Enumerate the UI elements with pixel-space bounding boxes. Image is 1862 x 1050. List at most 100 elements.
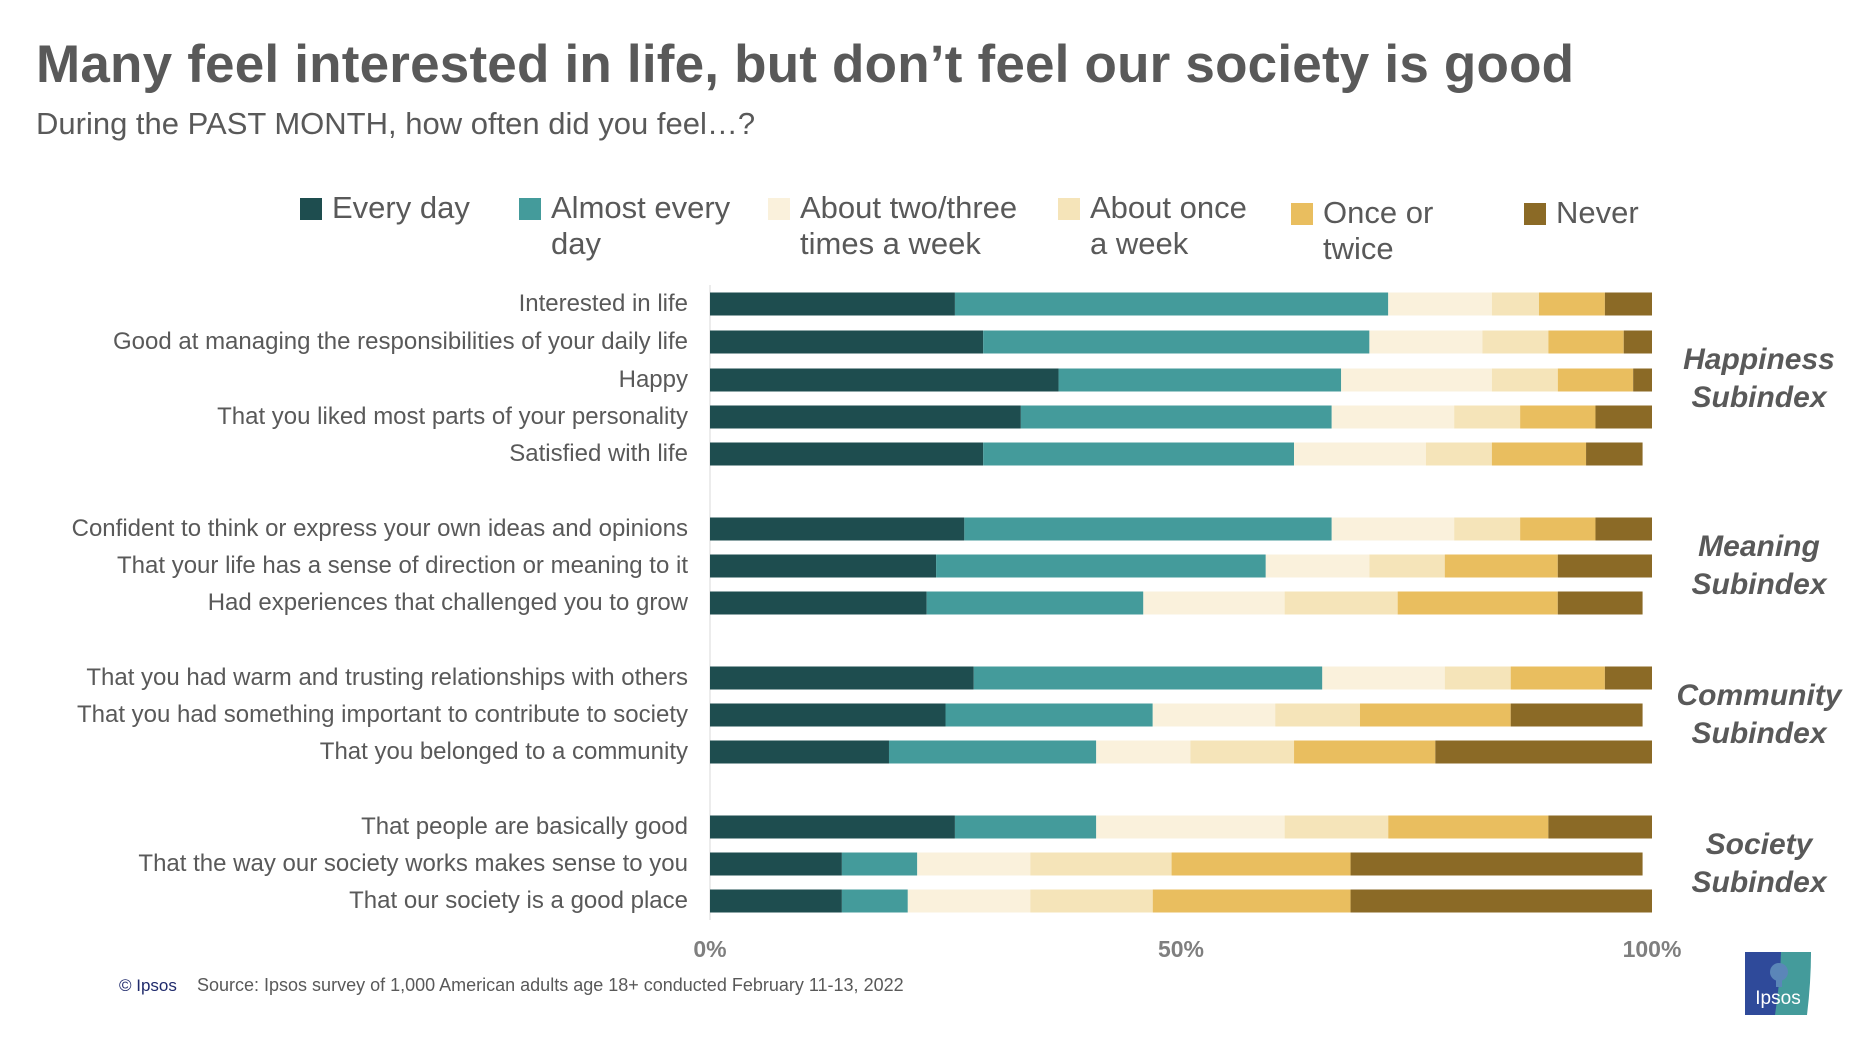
bar-segment xyxy=(1341,368,1492,392)
legend-item: About once a week xyxy=(1058,190,1247,262)
x-tick-label: 100% xyxy=(1622,936,1682,962)
bar-segment xyxy=(945,703,1153,727)
bar-segment xyxy=(1331,405,1455,429)
bar-segment xyxy=(710,703,946,727)
bar-segment xyxy=(710,517,965,541)
bar-segment xyxy=(1388,292,1492,316)
category-label: That the way our society works makes sen… xyxy=(138,850,688,877)
bar-segment xyxy=(983,442,1295,466)
category-label: Good at managing the responsibilities of… xyxy=(113,328,688,355)
legend-label: Every day xyxy=(332,190,470,225)
bar-segment xyxy=(1557,554,1652,578)
bar-segment xyxy=(926,591,1144,615)
legend-label: Almost every xyxy=(551,190,731,225)
bar-segment xyxy=(1030,889,1153,913)
svg-text:Ipsos: Ipsos xyxy=(1755,988,1800,1009)
category-label: Confident to think or express your own i… xyxy=(71,515,688,542)
bar-segment xyxy=(1152,703,1276,727)
bar-segment xyxy=(1491,368,1558,392)
copyright: © Ipsos xyxy=(119,976,177,995)
bar-segment xyxy=(1557,368,1634,392)
bar-segment xyxy=(954,815,1097,839)
legend-label: a week xyxy=(1090,226,1189,261)
bar-segment xyxy=(1425,442,1492,466)
category-label: That your life has a sense of direction … xyxy=(117,552,688,579)
category-label: Interested in life xyxy=(518,290,688,317)
bar-segment xyxy=(1322,666,1445,690)
legend-label: times a week xyxy=(800,226,981,261)
bar-segment xyxy=(1482,330,1549,354)
bar-segment xyxy=(1604,292,1652,316)
legend-item: Once or twice xyxy=(1291,195,1434,267)
bar-segment xyxy=(710,442,984,466)
subindex-label: Society Subindex xyxy=(1659,826,1859,902)
legend-label: day xyxy=(551,226,601,261)
bar-segment xyxy=(973,666,1323,690)
bar-segment xyxy=(1510,703,1643,727)
category-label: That you had warm and trusting relations… xyxy=(86,664,688,691)
subindex-label: Community Subindex xyxy=(1659,677,1859,753)
bar-segment xyxy=(936,554,1266,578)
bar-segment xyxy=(1557,591,1643,615)
bar-segment xyxy=(1595,405,1652,429)
subindex-label-line: Community xyxy=(1676,679,1842,712)
bar-segment xyxy=(1275,703,1360,727)
subindex-label-line: Happiness xyxy=(1683,343,1835,376)
bar-segment xyxy=(1548,330,1624,354)
legend-label: Once or xyxy=(1323,195,1434,230)
bar-segment xyxy=(1491,442,1587,466)
bar-segment xyxy=(1435,740,1652,764)
bar-segment xyxy=(710,292,955,316)
bar-segment xyxy=(1595,517,1652,541)
bar-segment xyxy=(1538,292,1605,316)
bar-segment xyxy=(907,889,1031,913)
subindex-label-line: Society xyxy=(1705,828,1813,861)
legend-swatch xyxy=(1291,203,1313,225)
category-label: That you had something important to cont… xyxy=(76,701,688,728)
bar-segment xyxy=(1294,740,1436,764)
bar-segment xyxy=(954,292,1389,316)
category-label: Had experiences that challenged you to g… xyxy=(207,589,688,616)
bar-segment xyxy=(710,815,955,839)
legend-label: About once xyxy=(1090,190,1247,225)
legend-swatch xyxy=(519,198,541,220)
bar-segment xyxy=(1096,815,1285,839)
bar-segment xyxy=(1020,405,1332,429)
subindex-label-line: Subindex xyxy=(1691,717,1827,750)
category-label: That you belonged to a community xyxy=(319,738,688,765)
bar-segment xyxy=(1152,889,1351,913)
bar-segment xyxy=(1350,852,1643,876)
legend-item: About two/three times a week xyxy=(768,190,1018,262)
bar-segment xyxy=(710,554,937,578)
category-label: Satisfied with life xyxy=(509,440,688,467)
chart-subtitle: During the PAST MONTH, how often did you… xyxy=(36,106,756,141)
bar-segment xyxy=(1586,442,1643,466)
bar-segment xyxy=(1190,740,1295,764)
bar-segment xyxy=(1510,666,1605,690)
bar-segment xyxy=(1454,517,1521,541)
bar-segment xyxy=(1350,889,1652,913)
subindex-label: Happiness Subindex xyxy=(1659,341,1859,417)
bar-segment xyxy=(917,852,1031,876)
bar-segment xyxy=(1143,591,1285,615)
category-label: Happy xyxy=(618,366,688,393)
bar-segment xyxy=(888,740,1097,764)
legend-label: About two/three xyxy=(800,190,1018,225)
bar-segment xyxy=(1454,405,1521,429)
bar-segment xyxy=(1369,554,1445,578)
bar-segment xyxy=(1633,368,1652,392)
category-label: That you liked most parts of your person… xyxy=(217,403,688,430)
legend-item: Almost every day xyxy=(519,190,731,262)
bar-segment xyxy=(1359,703,1511,727)
subindex-label-line: Meaning xyxy=(1698,530,1820,563)
x-tick-label: 50% xyxy=(1157,936,1205,962)
bar-segment xyxy=(710,740,889,764)
x-tick-label: 0% xyxy=(693,936,727,962)
bar-segment xyxy=(1444,666,1511,690)
legend-label: twice xyxy=(1323,231,1394,266)
bar-segment xyxy=(1369,330,1483,354)
legend-swatch xyxy=(1058,198,1080,220)
bar-segment xyxy=(710,852,842,876)
bar-segment xyxy=(710,666,974,690)
